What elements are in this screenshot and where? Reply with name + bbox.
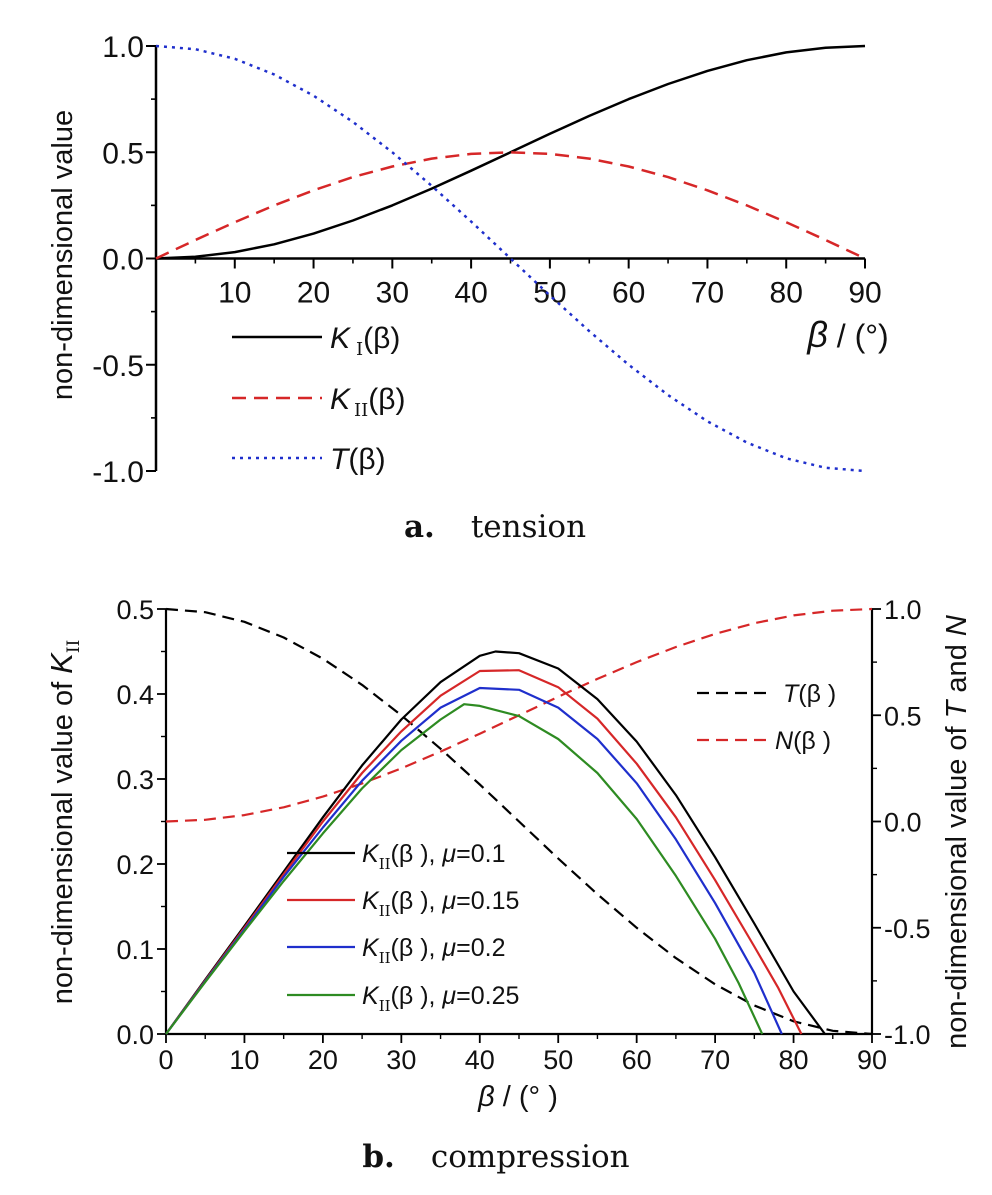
- panel-b-x-tick-label: 60: [622, 1045, 652, 1075]
- panel-a-y-tick-label: -1.0: [92, 456, 144, 489]
- panel-b-x-axis-title: β / (° ): [477, 1081, 558, 1113]
- panel-a-y-axis-title: non-dimensional value: [47, 110, 79, 400]
- panel-b-series-kii-mu-0-1: [165, 650, 826, 1035]
- panel-b-legend-left: KII(β ), μ=0.1 KII(β ), μ=0.15 KII(β ), …: [287, 840, 519, 1015]
- panel-b-legend-label-mu-0.2: KII(β ), μ=0.2: [362, 934, 505, 967]
- panel-b-caption: b. compression: [362, 1139, 629, 1175]
- panel-a-x-tick-label: 80: [770, 277, 803, 310]
- panel-a-x-tick-label: 30: [376, 277, 409, 310]
- panel-b-y-left-tick-label: 0.0: [116, 1020, 154, 1050]
- panel-b-x-tick-label: 10: [229, 1045, 259, 1075]
- panel-b-y-left-tick-label: 0.2: [116, 850, 154, 880]
- panel-b-legend-right: T(β ) N(β ): [697, 680, 836, 755]
- panel-b-y-left-tick-label: 0.3: [116, 765, 154, 795]
- panel-a-series-group: [155, 44, 866, 473]
- panel-a-series-t: [155, 44, 866, 473]
- panel-a-caption: a. tension: [404, 509, 586, 545]
- panel-a-x-tick-label: 90: [848, 277, 881, 310]
- panel-b-legend-label-n: N(β ): [775, 727, 831, 755]
- panel-b-series-kii-mu-0-15: [165, 669, 803, 1035]
- panel-b-series-kii-mu-0-2: [165, 686, 783, 1035]
- panel-b-y-left-axis-title: non-dimensional value of KII: [44, 640, 84, 1005]
- panel-a-y-tick-label: -0.5: [92, 350, 144, 383]
- panel-a-tension: -1.0 -0.5 0.0 0.5 1.0 10 20 30 40 50 60 70 80 90 non-…: [47, 31, 889, 545]
- panel-b-x-tick-label: 90: [857, 1045, 887, 1075]
- panel-b-y-right-tick-label: 0.5: [884, 701, 922, 731]
- panel-a-x-axis-title: β / (°): [806, 314, 888, 355]
- panel-b-legend-label-mu-0.25: KII(β ), μ=0.25: [362, 982, 519, 1015]
- panel-b-series-kii-mu-0-25: [165, 703, 764, 1035]
- panel-b-x-tick-label: 70: [700, 1045, 730, 1075]
- panel-b-x-tick-label: 0: [158, 1045, 173, 1075]
- panel-b-x-tick-label: 30: [386, 1045, 416, 1075]
- panel-b-x-tick-label: 80: [779, 1045, 809, 1075]
- panel-a-y-tick-label: 0.0: [102, 244, 144, 277]
- panel-a-x-tick-label: 50: [533, 277, 566, 310]
- panel-b-x-tick-label: 20: [308, 1045, 338, 1075]
- panel-a-x-tick-label: 10: [218, 277, 251, 310]
- panel-b-series-t: [165, 607, 873, 1036]
- panel-b-y-left-tick-label: 0.1: [116, 935, 154, 965]
- panel-b-y-right-tick-label: 0.0: [884, 808, 922, 838]
- panel-a-series-kii: [155, 151, 866, 260]
- panel-b-y-left-tick-label: 0.4: [116, 680, 154, 710]
- panel-a-x-tick-label: 70: [691, 277, 724, 310]
- panel-b-x-tick-label: 40: [465, 1045, 495, 1075]
- panel-a-x-tick-label: 60: [612, 277, 645, 310]
- panel-b-legend-label-t: T(β ): [783, 680, 836, 708]
- panel-a-y-tick-label: 1.0: [102, 31, 144, 64]
- panel-b-y-right-tick-label: -1.0: [884, 1020, 931, 1050]
- panel-a-x-tick-label: 40: [454, 277, 487, 310]
- panel-b-series-group: [165, 607, 873, 1036]
- panel-a-legend: K I(β) K II(β) T(β): [232, 322, 406, 476]
- panel-b-y-right-tick-label: -0.5: [884, 914, 931, 944]
- panel-a-series-ki: [155, 44, 866, 260]
- panel-b-y-right-tick-label: 1.0: [884, 595, 922, 625]
- panel-a-legend-label-kii: K II(β): [330, 383, 406, 421]
- panel-b-axes: 0.0 0.1 0.2 0.3 0.4 0.5 -1.0 -0.5 0.0 0.5 1.0 0 10 20…: [116, 595, 930, 1075]
- panel-b-y-left-tick-label: 0.5: [116, 595, 154, 625]
- panel-a-legend-label-t: T(β): [330, 443, 386, 476]
- panel-b-y-right-axis-title: non-dimensional value of T and N: [941, 615, 973, 1049]
- panel-b-compression: 0.0 0.1 0.2 0.3 0.4 0.5 -1.0 -0.5 0.0 0.5 1.0 0 10 20…: [44, 595, 973, 1175]
- panel-a-legend-label-ki: K I(β): [330, 322, 400, 360]
- panel-a-axes: -1.0 -0.5 0.0 0.5 1.0 10 20 30 40 50 60 70 80 90: [92, 31, 881, 489]
- panel-a-x-tick-label: 20: [297, 277, 330, 310]
- panel-b-legend-label-mu-0.1: KII(β ), μ=0.1: [362, 840, 505, 873]
- panel-b-x-tick-label: 50: [543, 1045, 573, 1075]
- panel-b-legend-label-mu-0.15: KII(β ), μ=0.15: [362, 887, 519, 920]
- panel-a-y-tick-label: 0.5: [102, 137, 144, 170]
